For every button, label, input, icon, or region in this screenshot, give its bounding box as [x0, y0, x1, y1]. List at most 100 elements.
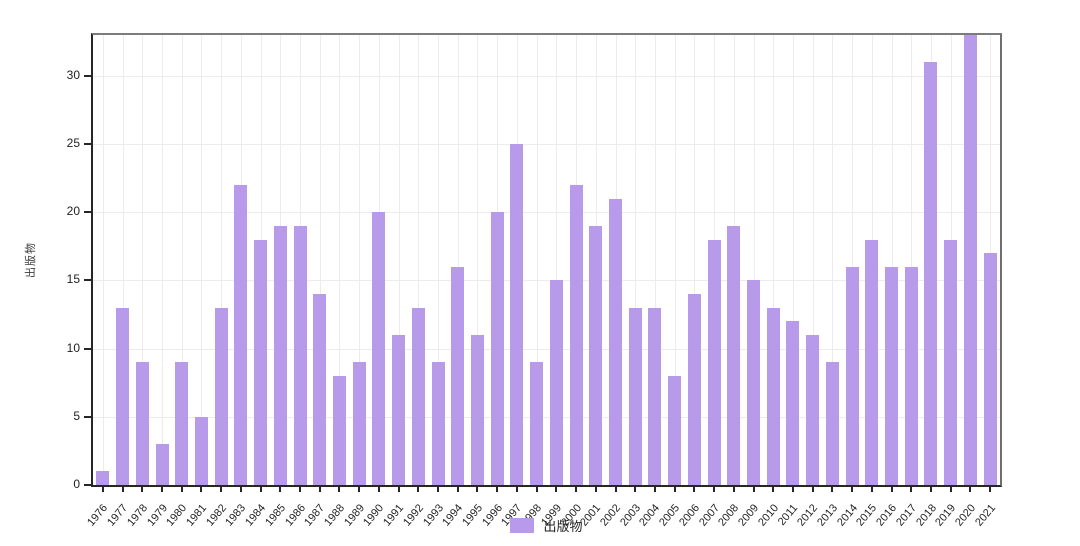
bar-2002[interactable] — [609, 199, 622, 485]
bar-2016[interactable] — [885, 267, 899, 485]
x-tick-mark — [239, 487, 242, 492]
x-tick-mark — [437, 487, 440, 492]
v-gridline — [457, 35, 459, 485]
bar-2000[interactable] — [569, 185, 583, 485]
bar-2019[interactable] — [944, 240, 958, 485]
bar-2005[interactable] — [668, 376, 682, 485]
x-tick-mark — [377, 487, 380, 492]
legend-swatch[interactable] — [510, 517, 535, 533]
bar-1983[interactable] — [234, 185, 248, 485]
bar-1984[interactable] — [254, 240, 268, 485]
h-gridline — [93, 144, 1000, 146]
v-gridline — [477, 35, 479, 485]
bar-2009[interactable] — [747, 280, 761, 485]
legend[interactable]: 出版物 — [91, 515, 1002, 535]
v-gridline — [674, 35, 676, 485]
bar-2018[interactable] — [924, 62, 938, 485]
bar-2010[interactable] — [766, 308, 780, 485]
v-gridline — [832, 35, 834, 485]
bar-1990[interactable] — [372, 212, 386, 485]
bar-2001[interactable] — [589, 226, 603, 485]
bar-1989[interactable] — [352, 362, 366, 485]
bar-2003[interactable] — [628, 308, 642, 485]
x-tick-mark — [890, 487, 893, 492]
v-gridline — [773, 35, 775, 485]
bar-1986[interactable] — [293, 226, 307, 485]
x-tick-mark — [949, 487, 952, 492]
v-gridline — [319, 35, 321, 485]
bar-1987[interactable] — [313, 294, 327, 485]
x-tick-mark — [161, 487, 163, 492]
bar-1979[interactable] — [155, 444, 169, 485]
x-tick-mark — [476, 487, 479, 492]
bar-1978[interactable] — [135, 362, 149, 485]
bar-2007[interactable] — [707, 240, 721, 485]
v-gridline — [221, 35, 223, 485]
bar-1996[interactable] — [490, 212, 504, 485]
y-tick-mark — [84, 347, 91, 350]
v-gridline — [812, 35, 814, 485]
y-axis-title: 出版物 — [25, 242, 37, 278]
bar-2006[interactable] — [687, 294, 701, 485]
bar-1992[interactable] — [411, 308, 425, 485]
y-tick-label: 5 — [73, 408, 80, 423]
v-gridline — [162, 35, 163, 485]
x-tick-mark — [929, 487, 932, 492]
x-tick-mark — [200, 487, 203, 492]
v-gridline — [398, 35, 400, 485]
bar-1981[interactable] — [194, 417, 208, 485]
bar-2020[interactable] — [963, 35, 977, 485]
bar-1982[interactable] — [214, 308, 228, 485]
x-tick-mark — [772, 487, 775, 492]
bar-2004[interactable] — [648, 308, 662, 485]
bar-2015[interactable] — [865, 240, 879, 485]
x-tick-mark — [456, 487, 459, 492]
bar-2012[interactable] — [806, 335, 820, 485]
bar-1999[interactable] — [549, 280, 563, 485]
x-tick-mark — [101, 487, 104, 492]
v-gridline — [556, 35, 558, 485]
y-tick-mark — [84, 143, 91, 146]
x-tick-mark — [969, 487, 972, 492]
x-tick-mark — [555, 487, 558, 492]
bar-2013[interactable] — [825, 362, 839, 485]
y-tick-label: 15 — [66, 272, 80, 287]
bar-1997[interactable] — [510, 144, 524, 485]
bar-1991[interactable] — [392, 335, 406, 485]
h-gridline — [93, 416, 1000, 418]
bar-1985[interactable] — [273, 226, 287, 485]
x-tick-mark — [318, 487, 321, 492]
x-tick-mark — [417, 487, 420, 492]
v-gridline — [339, 35, 341, 485]
x-tick-mark — [220, 487, 223, 492]
bar-2014[interactable] — [845, 267, 859, 485]
x-tick-mark — [791, 487, 794, 492]
legend-label: 出版物 — [543, 518, 583, 534]
v-gridline — [911, 35, 913, 485]
bar-1994[interactable] — [451, 267, 465, 485]
bar-1998[interactable] — [530, 362, 544, 485]
v-gridline — [438, 35, 440, 485]
bar-2021[interactable] — [983, 253, 997, 485]
v-gridline — [635, 35, 637, 485]
bar-1993[interactable] — [431, 362, 445, 485]
x-tick-mark — [851, 487, 854, 492]
bar-1995[interactable] — [470, 335, 484, 485]
bar-1980[interactable] — [175, 362, 189, 485]
bar-1988[interactable] — [332, 376, 346, 485]
bar-2011[interactable] — [786, 321, 800, 485]
v-gridline — [536, 35, 538, 485]
v-gridline — [142, 35, 144, 485]
v-gridline — [418, 35, 420, 485]
bar-2017[interactable] — [904, 267, 918, 485]
y-tick-mark — [84, 279, 91, 282]
y-tick-mark — [84, 484, 91, 486]
bar-2008[interactable] — [727, 226, 741, 485]
bar-1976[interactable] — [96, 471, 110, 485]
x-tick-mark — [634, 487, 637, 492]
x-tick-mark — [713, 487, 716, 492]
h-gridline — [93, 212, 1000, 214]
bar-1977[interactable] — [116, 308, 130, 485]
x-tick-mark — [535, 487, 538, 492]
v-gridline — [891, 35, 893, 485]
